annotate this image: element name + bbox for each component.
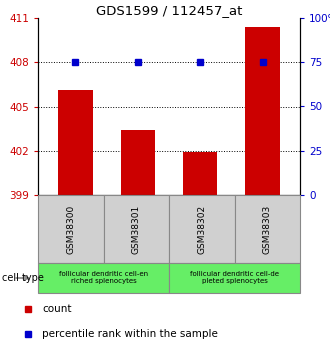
- Bar: [104, 195, 169, 263]
- Title: GDS1599 / 112457_at: GDS1599 / 112457_at: [96, 4, 242, 17]
- Text: follicular dendritic cell-de
pleted splenocytes: follicular dendritic cell-de pleted sple…: [190, 272, 279, 285]
- Text: GSM38303: GSM38303: [263, 204, 272, 254]
- Text: GSM38301: GSM38301: [132, 204, 141, 254]
- Text: GSM38302: GSM38302: [197, 205, 206, 254]
- Text: GSM38300: GSM38300: [66, 204, 75, 254]
- Text: count: count: [42, 304, 71, 314]
- Bar: [235, 195, 300, 263]
- Bar: [169, 263, 300, 293]
- Bar: [246, 27, 280, 195]
- Bar: [169, 195, 235, 263]
- Bar: [121, 130, 155, 195]
- Text: percentile rank within the sample: percentile rank within the sample: [42, 329, 218, 339]
- Bar: [58, 90, 93, 195]
- Bar: [38, 263, 169, 293]
- Text: cell type: cell type: [2, 273, 44, 283]
- Bar: [38, 195, 104, 263]
- Text: follicular dendritic cell-en
riched splenocytes: follicular dendritic cell-en riched sple…: [59, 272, 148, 285]
- Bar: [183, 152, 217, 195]
